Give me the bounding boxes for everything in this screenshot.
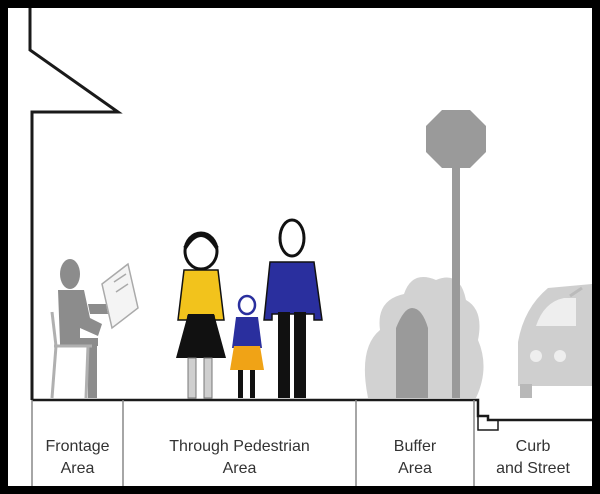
child-icon <box>230 294 264 398</box>
zone-label-frontage: Frontage Area <box>45 438 110 477</box>
car-icon <box>518 284 592 398</box>
ground-line <box>32 398 592 422</box>
house-outline-icon <box>28 8 123 400</box>
stop-sign-icon <box>426 110 486 398</box>
zone-label-through-pedestrian: Through Pedestrian Area <box>169 438 310 477</box>
seated-reader-icon <box>58 259 108 398</box>
diagram-frame: Frontage Area Through Pedestrian Area Bu… <box>8 8 592 486</box>
zone-label-curb-street: Curb and Street <box>496 438 570 477</box>
zone-dividers <box>31 400 475 486</box>
newspaper-icon <box>101 262 139 330</box>
chair-icon <box>50 311 92 399</box>
curb-detail <box>477 416 499 431</box>
shrub-icon <box>364 277 484 398</box>
woman-icon <box>176 231 226 399</box>
man-icon <box>263 218 323 398</box>
sidewalk-zones-diagram <box>28 8 592 486</box>
zone-label-buffer: Buffer Area <box>393 438 437 477</box>
